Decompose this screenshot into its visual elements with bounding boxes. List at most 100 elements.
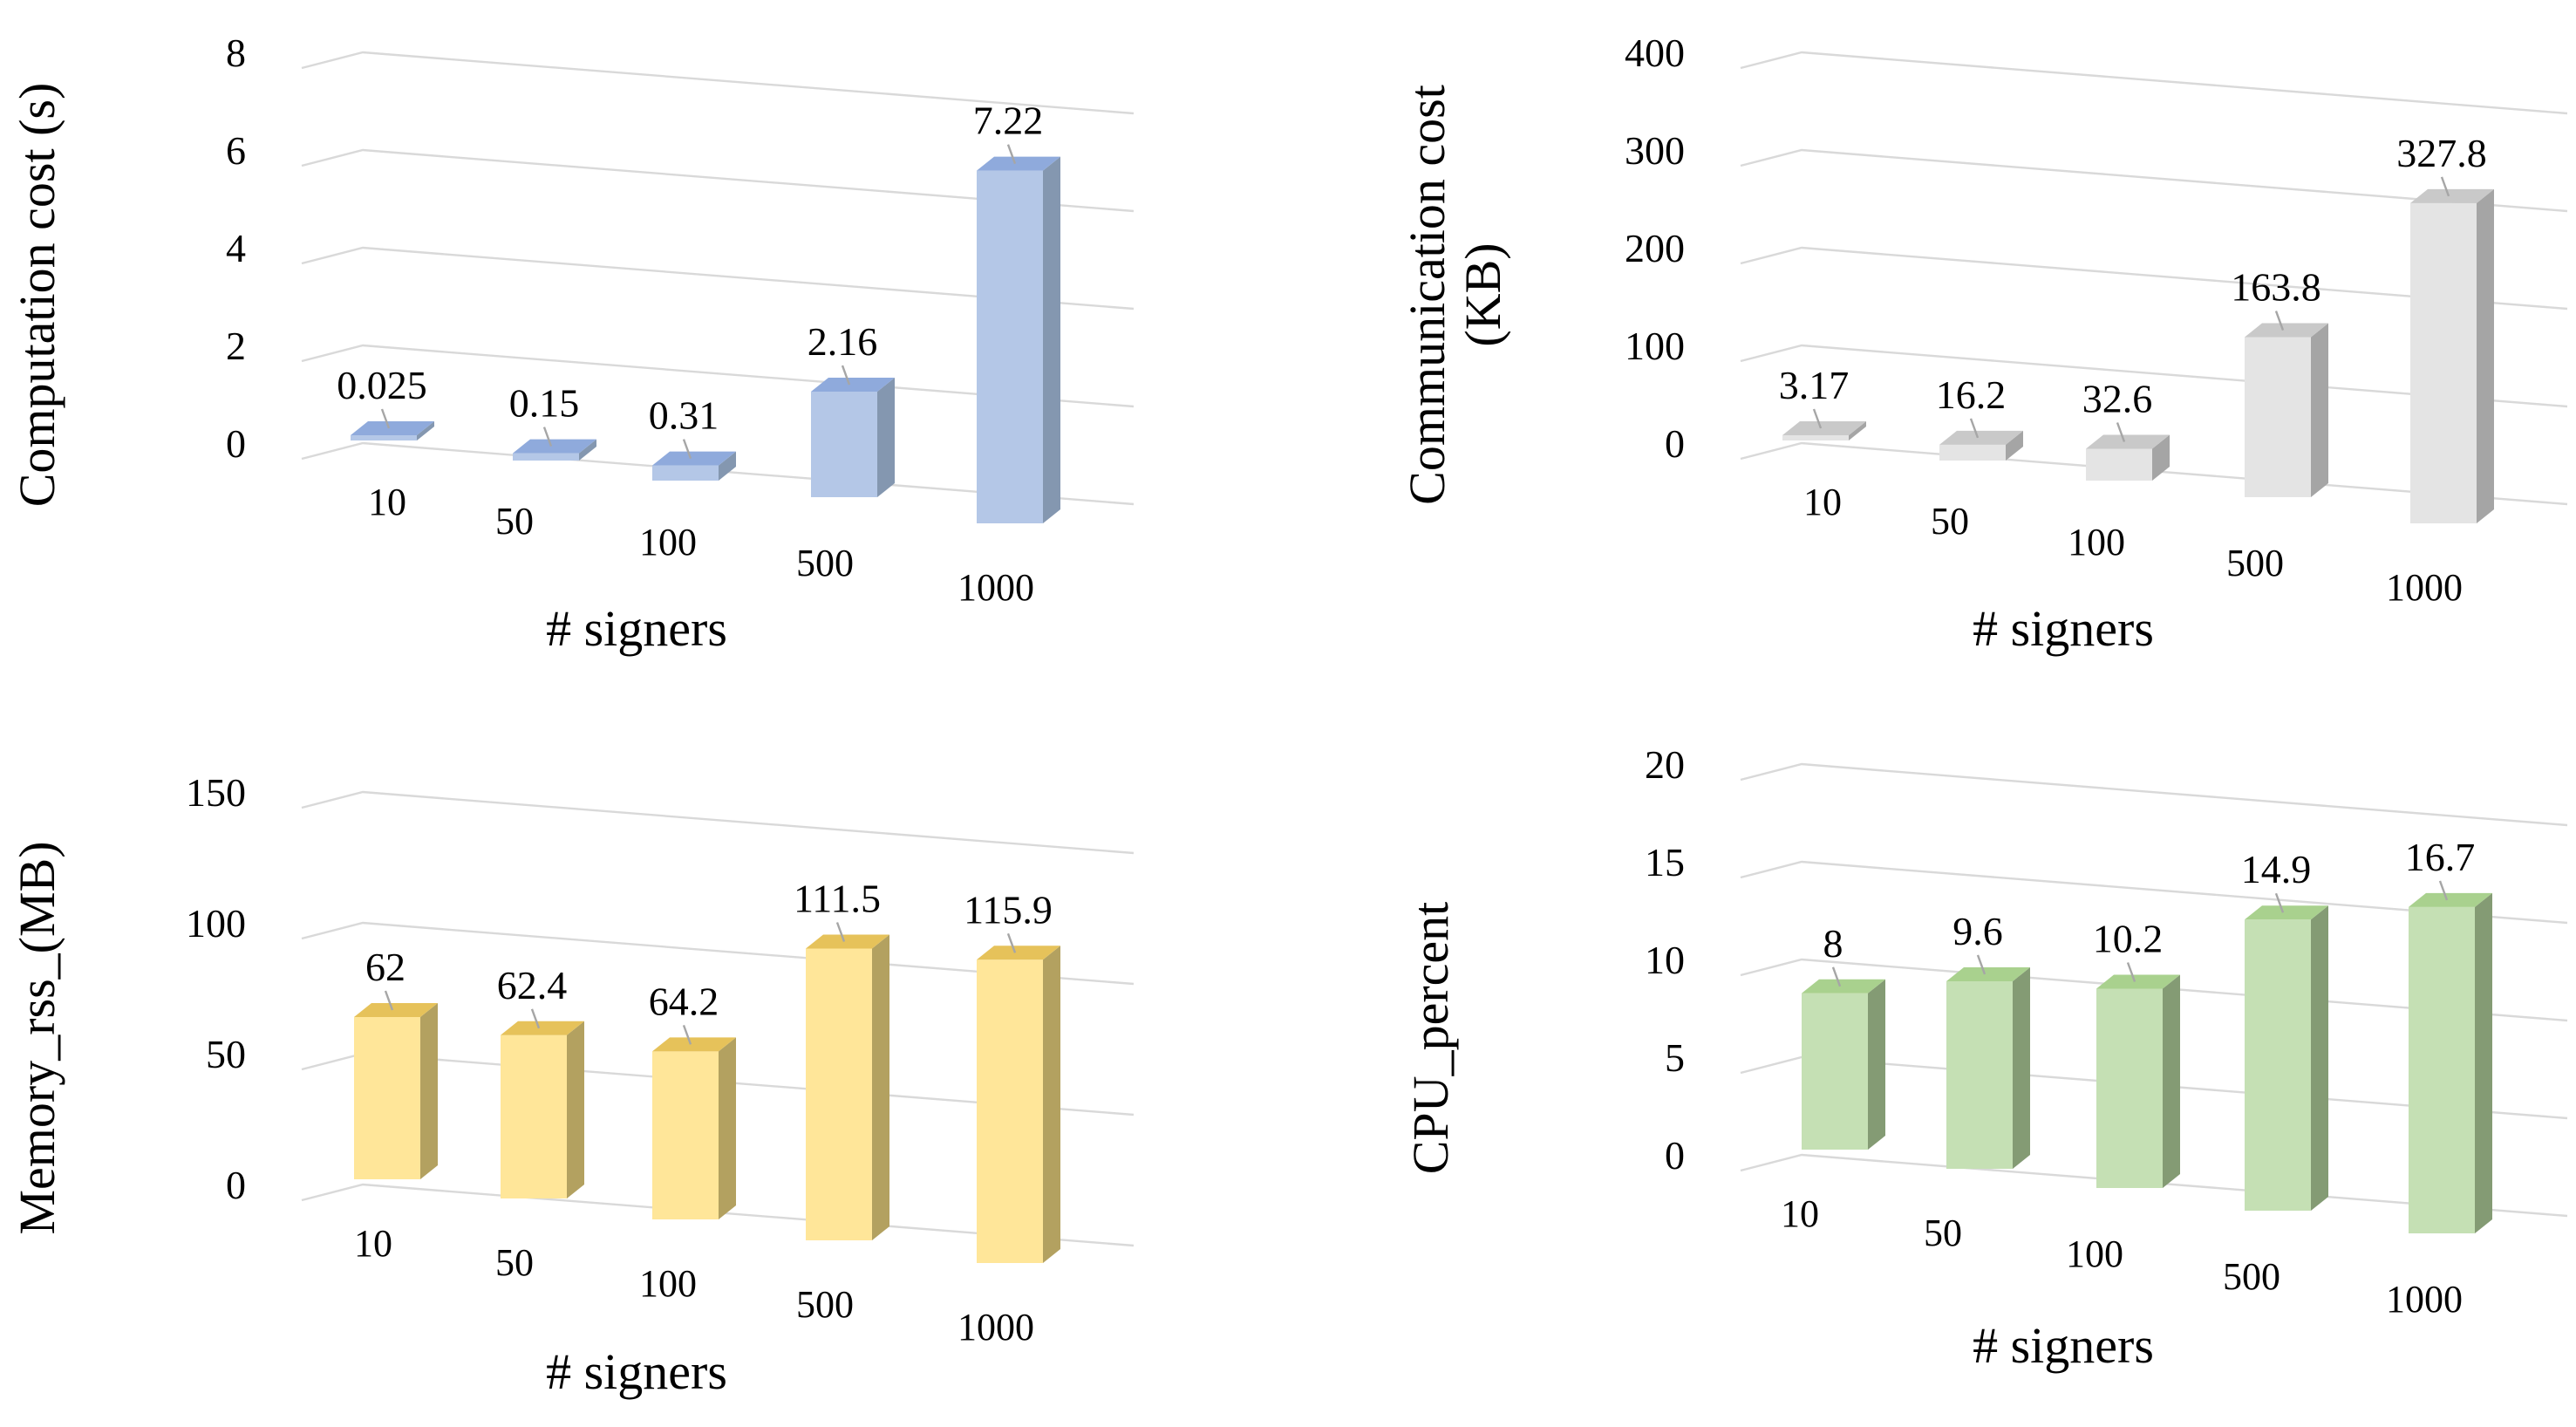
bar-top bbox=[513, 439, 596, 454]
data-label: 0.025 bbox=[337, 363, 427, 407]
y-axis-title: CPU_percent bbox=[1402, 902, 1459, 1175]
data-label-leader bbox=[841, 365, 851, 386]
bar-front bbox=[2245, 337, 2311, 497]
y-tick-label: 4 bbox=[226, 226, 246, 270]
bar-top bbox=[652, 451, 736, 466]
y-axis-title-line: Memory_rss_(MB) bbox=[9, 841, 65, 1234]
bar-top bbox=[1802, 979, 1885, 993]
x-tick-label: 500 bbox=[2223, 1255, 2280, 1298]
data-label-leader bbox=[835, 922, 846, 942]
memory-rss-chart: 0 50 100 150 62 62.4 64.2 111.5 115.9 10 50 100 500 1… bbox=[9, 770, 1135, 1400]
x-tick-label: 500 bbox=[796, 542, 854, 584]
gridline bbox=[1740, 860, 2568, 925]
data-label-leader bbox=[1006, 144, 1017, 165]
bar bbox=[1939, 430, 2023, 461]
y-tick-label: 0 bbox=[226, 1163, 246, 1207]
data-label: 64.2 bbox=[649, 979, 719, 1023]
bar-top bbox=[2245, 905, 2328, 920]
bar-front bbox=[652, 465, 719, 481]
bar bbox=[2245, 905, 2328, 1211]
y-tick-label: 6 bbox=[226, 128, 246, 173]
bar-side bbox=[872, 934, 889, 1240]
gridline bbox=[301, 790, 1135, 855]
bar-top bbox=[351, 421, 434, 435]
y-tick-label: 8 bbox=[226, 31, 246, 75]
bar-front bbox=[652, 1051, 719, 1219]
y-tick-label: 10 bbox=[1645, 938, 1685, 982]
bar-top bbox=[354, 1003, 438, 1017]
bar-front bbox=[977, 959, 1043, 1263]
bar-side bbox=[2013, 966, 2030, 1169]
bar-top bbox=[501, 1021, 584, 1035]
bar-front bbox=[2409, 906, 2475, 1233]
bar-top bbox=[806, 934, 889, 949]
bar-front bbox=[1782, 435, 1849, 440]
data-label-leader bbox=[1812, 408, 1823, 429]
x-tick-label: 50 bbox=[1924, 1212, 1962, 1254]
y-tick-label: 50 bbox=[206, 1032, 246, 1076]
bar-side bbox=[420, 1003, 438, 1179]
data-label-leader bbox=[682, 1024, 692, 1045]
x-tick-label: 50 bbox=[495, 1241, 534, 1284]
y-tick-label: 0 bbox=[226, 421, 246, 466]
data-label: 111.5 bbox=[794, 877, 881, 921]
bar-front bbox=[806, 948, 872, 1240]
bar-side bbox=[719, 451, 736, 481]
data-label: 14.9 bbox=[2241, 847, 2312, 891]
data-label: 62.4 bbox=[497, 963, 568, 1007]
bar-front bbox=[1802, 993, 1868, 1150]
x-tick-label: 100 bbox=[2066, 1232, 2123, 1275]
x-tick-label: 1000 bbox=[2386, 1278, 2463, 1321]
bar-top bbox=[2096, 974, 2180, 989]
bar bbox=[2086, 434, 2170, 481]
bar bbox=[652, 1037, 736, 1219]
data-label: 3.17 bbox=[1779, 363, 1850, 407]
x-tick-label: 1000 bbox=[957, 566, 1034, 609]
data-label-leader bbox=[1006, 932, 1017, 953]
data-label-leader bbox=[2116, 422, 2126, 442]
bar-top bbox=[1939, 430, 2023, 445]
data-label: 0.15 bbox=[509, 381, 580, 426]
bar-side bbox=[877, 378, 895, 497]
bar-front bbox=[2096, 988, 2163, 1188]
gridline bbox=[301, 51, 1135, 115]
x-tick-label: 1000 bbox=[957, 1306, 1034, 1348]
x-tick-label: 50 bbox=[495, 500, 534, 543]
y-axis-title: Communication cost(KB) bbox=[1399, 85, 1511, 505]
bar bbox=[351, 421, 434, 440]
y-tick-label: 400 bbox=[1625, 31, 1685, 75]
data-label: 62 bbox=[365, 945, 405, 989]
data-label-leader bbox=[1969, 418, 1980, 439]
bar bbox=[2410, 188, 2494, 523]
y-tick-label: 150 bbox=[186, 770, 246, 815]
bar-side bbox=[417, 421, 434, 440]
bar-front bbox=[977, 170, 1043, 523]
y-axis-title-line: Communication cost bbox=[1399, 85, 1455, 505]
data-label: 327.8 bbox=[2396, 131, 2487, 175]
bar bbox=[1802, 979, 1885, 1150]
cpu-percent-chart: 0 5 10 15 20 8 9.6 10.2 14.9 16.7 10 50 100 500 1000 # … bbox=[1402, 742, 2568, 1374]
y-tick-label: 100 bbox=[1625, 324, 1685, 368]
bar-side bbox=[2477, 188, 2494, 523]
data-label: 9.6 bbox=[1952, 909, 2003, 953]
bar-top bbox=[977, 156, 1060, 171]
x-tick-label: 500 bbox=[2226, 542, 2284, 584]
y-axis-title: Memory_rss_(MB) bbox=[9, 841, 65, 1234]
y-axis-title-line: Computation cost (s) bbox=[9, 83, 65, 508]
x-tick-label: 100 bbox=[2068, 521, 2125, 563]
data-label: 7.22 bbox=[973, 99, 1044, 143]
bar-top bbox=[1946, 966, 2030, 981]
bar-side bbox=[567, 1021, 584, 1198]
bar bbox=[977, 946, 1060, 1263]
data-label-leader bbox=[682, 439, 692, 460]
bar-front bbox=[811, 392, 877, 497]
bar bbox=[811, 378, 895, 497]
bar-top bbox=[2086, 434, 2170, 449]
y-tick-label: 300 bbox=[1625, 128, 1685, 173]
bar-side bbox=[719, 1037, 736, 1219]
data-label-leader bbox=[1831, 966, 1842, 987]
x-tick-label: 10 bbox=[1781, 1192, 1819, 1235]
bar bbox=[2409, 892, 2492, 1233]
data-label: 115.9 bbox=[964, 887, 1053, 932]
